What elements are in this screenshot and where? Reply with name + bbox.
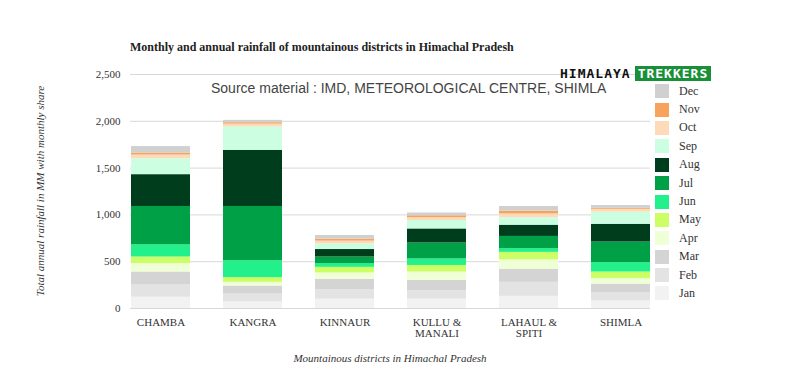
svg-text:2,000: 2,000: [96, 115, 121, 127]
html-text:Nov: Nov: [679, 102, 700, 117]
html-text:Feb: Feb: [679, 267, 697, 282]
svg-text:KINNAUR: KINNAUR: [320, 316, 371, 328]
svg-text:1,500: 1,500: [96, 162, 121, 174]
html-text:Jun: Jun: [679, 194, 696, 208]
svg-text:2,500: 2,500: [96, 68, 121, 80]
svg-text:1,000: 1,000: [96, 208, 121, 220]
html-text:May: May: [679, 212, 701, 227]
svg-text:500: 500: [104, 255, 121, 267]
html-text:Sep: Sep: [679, 138, 697, 153]
html-text:Source material : IMD, METEORO: Source material : IMD, METEOROLOGICAL CE…: [211, 80, 607, 96]
svg-text:SHIMLA: SHIMLA: [600, 316, 642, 328]
html-text:Dec: Dec: [679, 83, 699, 98]
html-text:Mountainous districts in Himac: Mountainous districts in Himachal Prades…: [293, 352, 487, 364]
html-text:Monthly and annual rainfall of: Monthly and annual rainfall of mountaino…: [130, 40, 514, 54]
html-text:Mar: Mar: [679, 249, 699, 264]
html-text:Total annual rainfall in MM wi: Total annual rainfall in MM with monthly…: [33, 85, 46, 297]
html-text:Jan: Jan: [679, 286, 695, 300]
html-text:TREKKERS: TREKKERS: [637, 66, 709, 81]
svg-text:0: 0: [115, 302, 121, 314]
html-text:Apr: Apr: [679, 230, 698, 245]
html-text:Jul: Jul: [679, 175, 693, 190]
svg-text:KULLU &MANALI: KULLU &MANALI: [413, 316, 462, 339]
svg-text:LAHAUL &SPITI: LAHAUL &SPITI: [501, 316, 558, 339]
svg-text:KANGRA: KANGRA: [229, 316, 276, 328]
svg-text:CHAMBA: CHAMBA: [137, 316, 185, 328]
html-text:HIMALAYA: HIMALAYA: [560, 66, 631, 81]
html-text:Aug: Aug: [679, 157, 700, 172]
html-text:Oct: Oct: [679, 120, 697, 135]
